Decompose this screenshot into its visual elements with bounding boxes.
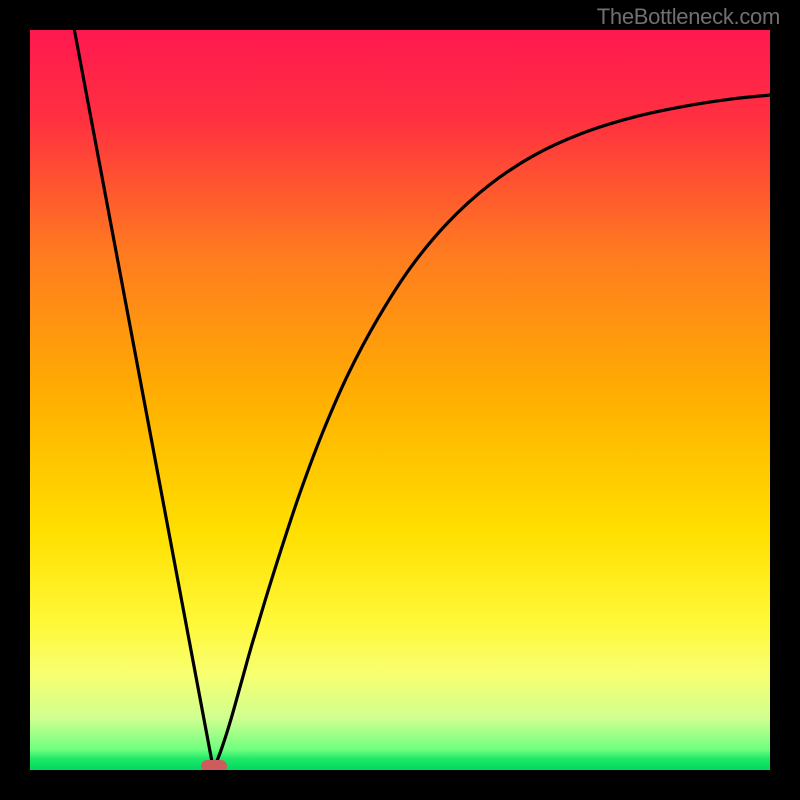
plot-area (30, 30, 770, 770)
chart-container: TheBottleneck.com (0, 0, 800, 800)
bottleneck-curve (30, 30, 770, 770)
watermark-text: TheBottleneck.com (597, 4, 780, 30)
optimal-point-marker (201, 760, 227, 770)
